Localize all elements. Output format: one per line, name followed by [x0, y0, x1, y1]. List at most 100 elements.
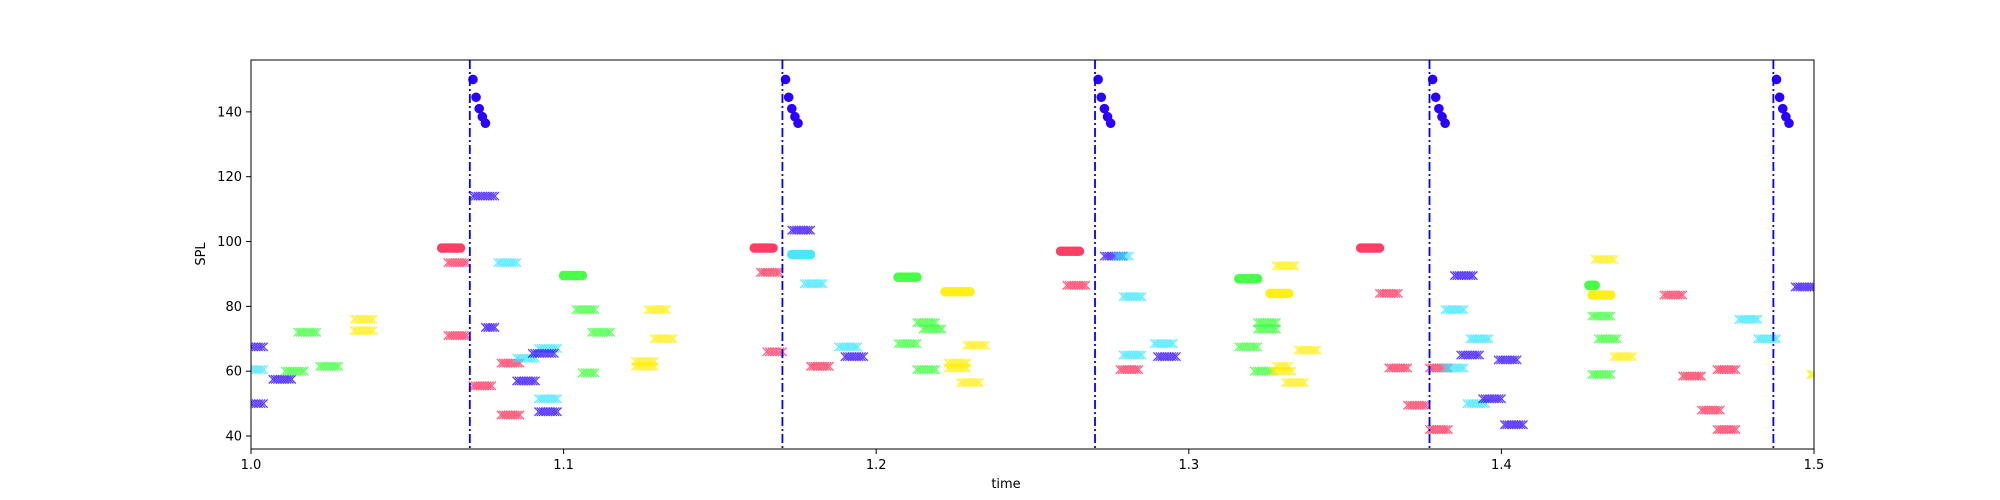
data-point-group — [1587, 290, 1616, 300]
data-point-group — [749, 243, 778, 253]
data-point-group — [962, 340, 991, 350]
data-point-group — [1659, 290, 1688, 300]
data-point — [824, 361, 834, 371]
data-point — [930, 364, 941, 375]
data-point-group — [1355, 243, 1385, 253]
data-point-group — [468, 381, 497, 391]
data-point — [490, 191, 500, 201]
data-point — [258, 364, 269, 375]
data-point — [1078, 280, 1088, 290]
data-point-group — [649, 334, 678, 344]
data-point-group — [533, 407, 563, 417]
data-point — [455, 243, 466, 253]
data-point-group — [1281, 377, 1310, 388]
data-point — [1459, 304, 1469, 315]
data-point-group — [1252, 324, 1281, 334]
data-point — [1252, 274, 1263, 284]
data-point-group — [762, 347, 788, 357]
data-point-group — [834, 342, 863, 352]
data-point-group — [1402, 400, 1432, 410]
data-point — [1807, 369, 1814, 380]
data-point — [1309, 345, 1320, 355]
data-point — [856, 351, 867, 362]
data-point — [649, 361, 659, 371]
data-point — [577, 270, 588, 281]
data-point — [258, 342, 269, 352]
data-point-group — [558, 270, 588, 281]
data-point-group — [1806, 369, 1814, 380]
data-point — [1400, 363, 1410, 373]
data-point-group — [1696, 405, 1725, 415]
onset-marker — [1777, 103, 1788, 114]
data-point — [1443, 424, 1453, 435]
data-point — [1713, 405, 1723, 415]
data-point — [1481, 334, 1492, 344]
data-point — [1456, 304, 1467, 315]
data-point — [1134, 350, 1145, 360]
data-point — [803, 225, 813, 235]
data-point — [1603, 311, 1614, 321]
data-point — [368, 326, 378, 336]
data-point-group — [1265, 288, 1294, 299]
data-point — [1466, 270, 1476, 281]
axes: 1.0 1.1 1.2 1.3 1.4 1.5 40 60 80 100 120 140 — [217, 59, 1824, 473]
data-point — [978, 340, 988, 350]
data-point — [974, 377, 985, 388]
data-point — [487, 322, 498, 333]
y-tick-label: 100 — [217, 235, 242, 250]
data-point — [552, 407, 563, 417]
data-point — [1606, 290, 1616, 300]
data-point — [1122, 251, 1132, 261]
y-tick-label: 60 — [225, 365, 242, 380]
data-point — [368, 314, 378, 324]
data-point — [512, 410, 523, 420]
y-tick-label: 120 — [217, 170, 242, 185]
data-point — [647, 361, 657, 371]
data-point-group — [943, 363, 972, 373]
onset-marker — [480, 118, 491, 129]
data-point-group — [1234, 342, 1263, 352]
plot-marks — [251, 74, 1814, 435]
data-point — [530, 376, 541, 386]
data-point — [1603, 369, 1614, 380]
data-point — [484, 381, 495, 391]
data-point — [1612, 334, 1622, 344]
data-point — [934, 324, 945, 334]
data-point — [668, 334, 678, 344]
data-point — [1131, 364, 1142, 375]
data-point — [459, 330, 470, 341]
data-point — [1393, 288, 1403, 299]
data-point — [1675, 290, 1686, 300]
data-point-group — [1587, 311, 1616, 321]
onset-marker — [793, 118, 803, 129]
data-point-group — [443, 330, 472, 341]
data-point-group — [349, 326, 378, 336]
data-point — [1074, 246, 1085, 257]
data-point — [822, 361, 832, 371]
data-point — [590, 368, 600, 378]
data-point — [1625, 351, 1636, 362]
data-point — [1124, 251, 1135, 261]
data-point — [1590, 280, 1600, 291]
data-point — [909, 338, 920, 349]
data-point-group — [1118, 350, 1147, 360]
data-point-group — [251, 342, 269, 352]
data-point-group — [251, 364, 269, 375]
data-point — [972, 377, 982, 388]
data-point — [1472, 350, 1482, 360]
data-point-group — [1149, 338, 1178, 349]
onset-marker — [1434, 103, 1444, 114]
data-point-group — [799, 279, 828, 289]
data-point-group — [643, 304, 672, 315]
data-point — [1609, 254, 1619, 265]
data-point — [1474, 350, 1485, 360]
data-point — [1459, 363, 1469, 373]
data-point-group — [805, 361, 834, 371]
data-point — [1288, 261, 1298, 271]
data-point — [1694, 371, 1704, 381]
data-point — [850, 342, 860, 352]
onset-marker — [786, 103, 797, 114]
data-point — [965, 286, 975, 297]
data-point-group — [443, 257, 472, 268]
data-point — [286, 374, 297, 384]
